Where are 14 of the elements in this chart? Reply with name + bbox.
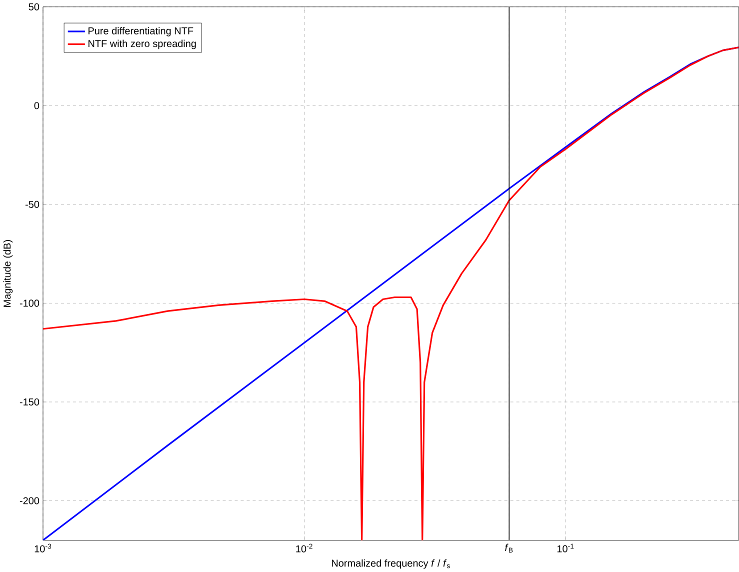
x-tick-label: 10$^{-2}$ (296, 544, 312, 552)
y-tick-label: -100 (20, 300, 40, 307)
y-axis-title: Magnitude (dB) (3, 240, 13, 307)
y-tick-label: -200 (20, 497, 40, 504)
y-tick-label: 50 (28, 3, 40, 10)
legend-label: NTF with zero spreading (88, 40, 196, 50)
y-tick-label: -50 (25, 200, 40, 208)
x-axis-title: Normalized frequency f / f$_{s}$ (332, 559, 450, 569)
x-tick-label: 10$^{-1}$ (557, 544, 574, 552)
y-tick-label: 0 (34, 102, 40, 110)
y-tick-label: -150 (20, 398, 40, 406)
x-tick-label: 10$^{-3}$ (34, 544, 52, 552)
legend-label: Pure differentiating NTF (88, 27, 194, 36)
x-tick-label: f$_{B}$ (505, 544, 513, 553)
